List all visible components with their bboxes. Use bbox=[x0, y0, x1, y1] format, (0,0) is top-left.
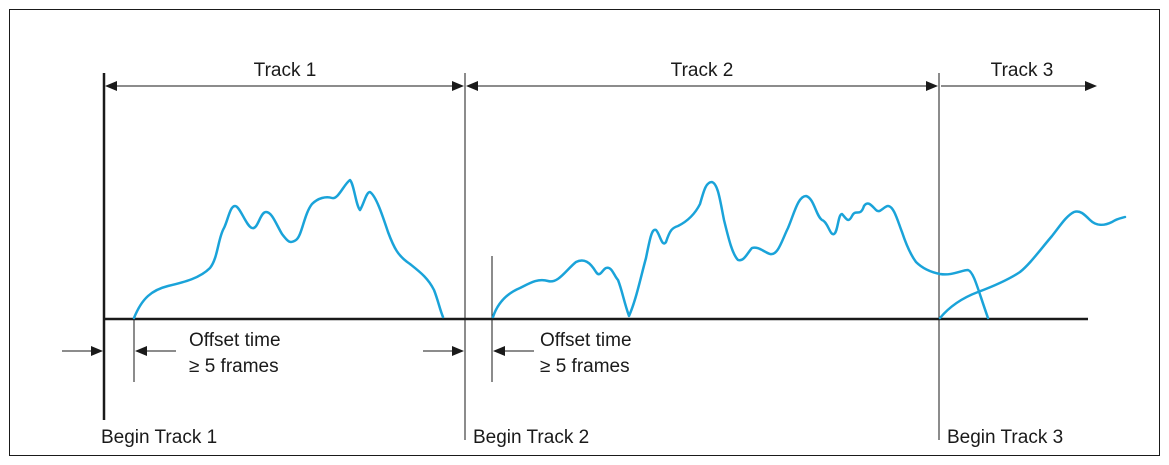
waveform-track-2 bbox=[491, 180, 990, 320]
offset-label-1-line-1: Offset time bbox=[189, 330, 281, 351]
track-3-label: Track 3 bbox=[991, 60, 1054, 81]
waveform-track-1 bbox=[132, 178, 445, 320]
begin-track-3-label: Begin Track 3 bbox=[947, 427, 1063, 448]
waveform-track-3 bbox=[938, 210, 1127, 320]
diagram-frame bbox=[9, 9, 1160, 456]
track-2-label: Track 2 bbox=[671, 60, 734, 81]
begin-track-2-label: Begin Track 2 bbox=[473, 427, 589, 448]
begin-track-1-label: Begin Track 1 bbox=[101, 427, 217, 448]
offset-label-2-line-1: Offset time bbox=[540, 330, 632, 351]
offset-label-2-line-2: ≥ 5 frames bbox=[540, 356, 630, 377]
track-1-label: Track 1 bbox=[254, 60, 317, 81]
offset-label-1-line-2: ≥ 5 frames bbox=[189, 356, 279, 377]
